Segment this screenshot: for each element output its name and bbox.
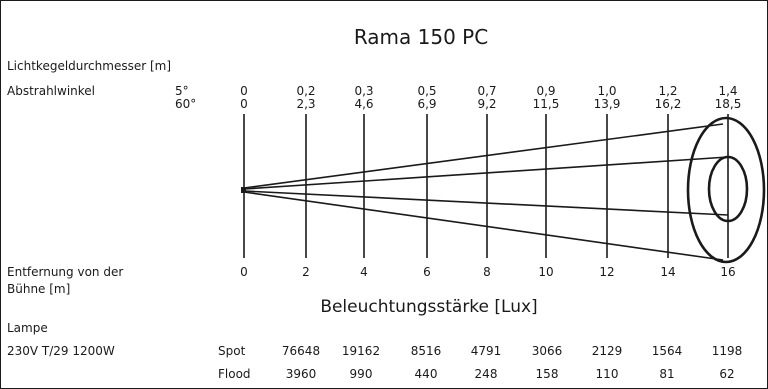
lux-row-label-flood: Flood bbox=[218, 367, 251, 381]
spot-beam-lower-edge bbox=[243, 190, 729, 216]
lux-spot-cell-7: 1198 bbox=[711, 344, 743, 358]
diameter-spot-cell-5: 0,9 bbox=[536, 84, 556, 98]
spot-beam-upper-edge bbox=[243, 156, 729, 190]
diameter-flood-cell-3: 6,9 bbox=[417, 97, 437, 111]
flood-beam-ellipse bbox=[686, 116, 766, 264]
lamp-label: Lampe bbox=[7, 321, 48, 335]
flood-beam-lower-edge bbox=[243, 191, 724, 261]
lux-flood-cell-3: 248 bbox=[474, 367, 498, 381]
diameter-spot-cell-0: 0 bbox=[240, 84, 248, 98]
diameter-spot-cell-6: 1,0 bbox=[597, 84, 617, 98]
diameter-spot-cell-3: 0,5 bbox=[417, 84, 437, 98]
diameter-flood-cell-2: 4,6 bbox=[354, 97, 374, 111]
angle-label: Abstrahlwinkel bbox=[7, 84, 96, 98]
diameter-flood-cell-5: 11,5 bbox=[532, 97, 560, 111]
lux-flood-cell-7: 62 bbox=[719, 367, 735, 381]
lux-flood-cell-0: 3960 bbox=[285, 367, 317, 381]
diameter-spot-cell-4: 0,7 bbox=[477, 84, 497, 98]
diameter-flood-cell-1: 2,3 bbox=[296, 97, 316, 111]
angle-flood: 60° bbox=[175, 97, 197, 111]
lux-flood-cell-4: 158 bbox=[535, 367, 559, 381]
distance-cell-6: 12 bbox=[599, 265, 615, 279]
lux-flood-cell-2: 440 bbox=[414, 367, 438, 381]
lux-spot-cell-1: 19162 bbox=[341, 344, 381, 358]
lamp-type: 230V T/29 1200W bbox=[7, 344, 115, 358]
lux-spot-cell-6: 1564 bbox=[651, 344, 683, 358]
distance-cell-0: 0 bbox=[240, 265, 248, 279]
diameter-spot-cell-7: 1,2 bbox=[658, 84, 678, 98]
illuminance-heading: Beleuchtungsstärke [Lux] bbox=[320, 297, 538, 317]
diameter-flood-cell-7: 16,2 bbox=[654, 97, 682, 111]
diameter-flood-cell-8: 18,5 bbox=[714, 97, 742, 111]
distance-cell-1: 2 bbox=[302, 265, 310, 279]
distance-cell-7: 14 bbox=[660, 265, 676, 279]
spot-beam-ellipse bbox=[707, 155, 749, 223]
diameter-flood-cell-4: 9,2 bbox=[477, 97, 497, 111]
diameter-spot-cell-2: 0,3 bbox=[354, 84, 374, 98]
flood-beam-upper-edge bbox=[243, 123, 724, 189]
lux-flood-cell-6: 81 bbox=[659, 367, 675, 381]
distance-label-line1: Entfernung von der bbox=[7, 265, 124, 279]
lux-spot-cell-0: 76648 bbox=[281, 344, 321, 358]
lux-flood-cell-1: 990 bbox=[349, 367, 373, 381]
lux-spot-cell-2: 8516 bbox=[410, 344, 442, 358]
distance-cell-2: 4 bbox=[360, 265, 368, 279]
angle-spot: 5° bbox=[175, 84, 189, 98]
distance-cell-4: 8 bbox=[483, 265, 491, 279]
distance-label-line2: Bühne [m] bbox=[7, 282, 71, 296]
diameter-spot-cell-1: 0,2 bbox=[296, 84, 316, 98]
diameter-spot-cell-8: 1,4 bbox=[718, 84, 738, 98]
diameter-flood-cell-6: 13,9 bbox=[593, 97, 621, 111]
lux-spot-cell-3: 4791 bbox=[470, 344, 502, 358]
lux-spot-cell-4: 3066 bbox=[531, 344, 563, 358]
lux-spot-cell-5: 2129 bbox=[591, 344, 623, 358]
diameter-label: Lichtkegeldurchmesser [m] bbox=[7, 59, 172, 73]
light-source-marker bbox=[241, 187, 246, 193]
diameter-flood-cell-0: 0 bbox=[240, 97, 248, 111]
distance-cell-5: 10 bbox=[538, 265, 554, 279]
lux-flood-cell-5: 110 bbox=[595, 367, 619, 381]
page-title: Rama 150 PC bbox=[353, 25, 489, 49]
lux-row-label-spot: Spot bbox=[218, 344, 246, 358]
distance-cell-8: 16 bbox=[720, 265, 736, 279]
distance-cell-3: 6 bbox=[423, 265, 431, 279]
